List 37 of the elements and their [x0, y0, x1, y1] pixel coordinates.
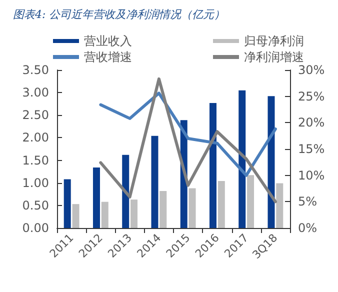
bar [160, 190, 167, 228]
line-series [99, 77, 277, 204]
legend-label: 营业收入 [84, 34, 132, 48]
bar [72, 204, 80, 228]
y2-tick-label: 30% [298, 63, 325, 77]
bar [101, 202, 108, 228]
y-tick-label: 0.50 [22, 198, 49, 212]
bar [92, 168, 100, 228]
legend-label: 净利润增速 [244, 50, 304, 64]
bar [247, 175, 254, 228]
bar [238, 90, 246, 228]
y2-tick-label: 10% [298, 168, 325, 182]
legend-label: 营收增速 [84, 50, 132, 64]
legend-label: 归母净利润 [244, 34, 304, 48]
y2-tick-label: 5% [298, 194, 318, 209]
bar [130, 200, 138, 228]
y-tick-label: 0.00 [22, 221, 49, 235]
bar [122, 154, 130, 228]
bar [276, 183, 284, 228]
bar [218, 181, 225, 228]
bar [268, 96, 275, 228]
y-tick-label: 3.00 [22, 86, 49, 100]
line-series [99, 92, 277, 177]
bar [151, 136, 158, 228]
bar [188, 188, 196, 228]
y2-tick-label: 25% [298, 89, 325, 104]
y2-tick-label: 20% [298, 116, 325, 130]
y-tick-label: 1.50 [22, 153, 49, 168]
bar [209, 102, 216, 228]
bar [64, 179, 71, 228]
chart-title: 图表4: 公司近年营收及净利润情况（亿元） [13, 8, 226, 21]
y-tick-label: 3.50 [22, 63, 49, 77]
y-tick-label: 2.50 [22, 108, 49, 122]
y-tick-label: 2.00 [22, 130, 49, 145]
y2-tick-label: 15% [298, 142, 325, 156]
y2-tick-label: 0% [298, 221, 318, 235]
y-tick-label: 1.00 [22, 176, 49, 190]
